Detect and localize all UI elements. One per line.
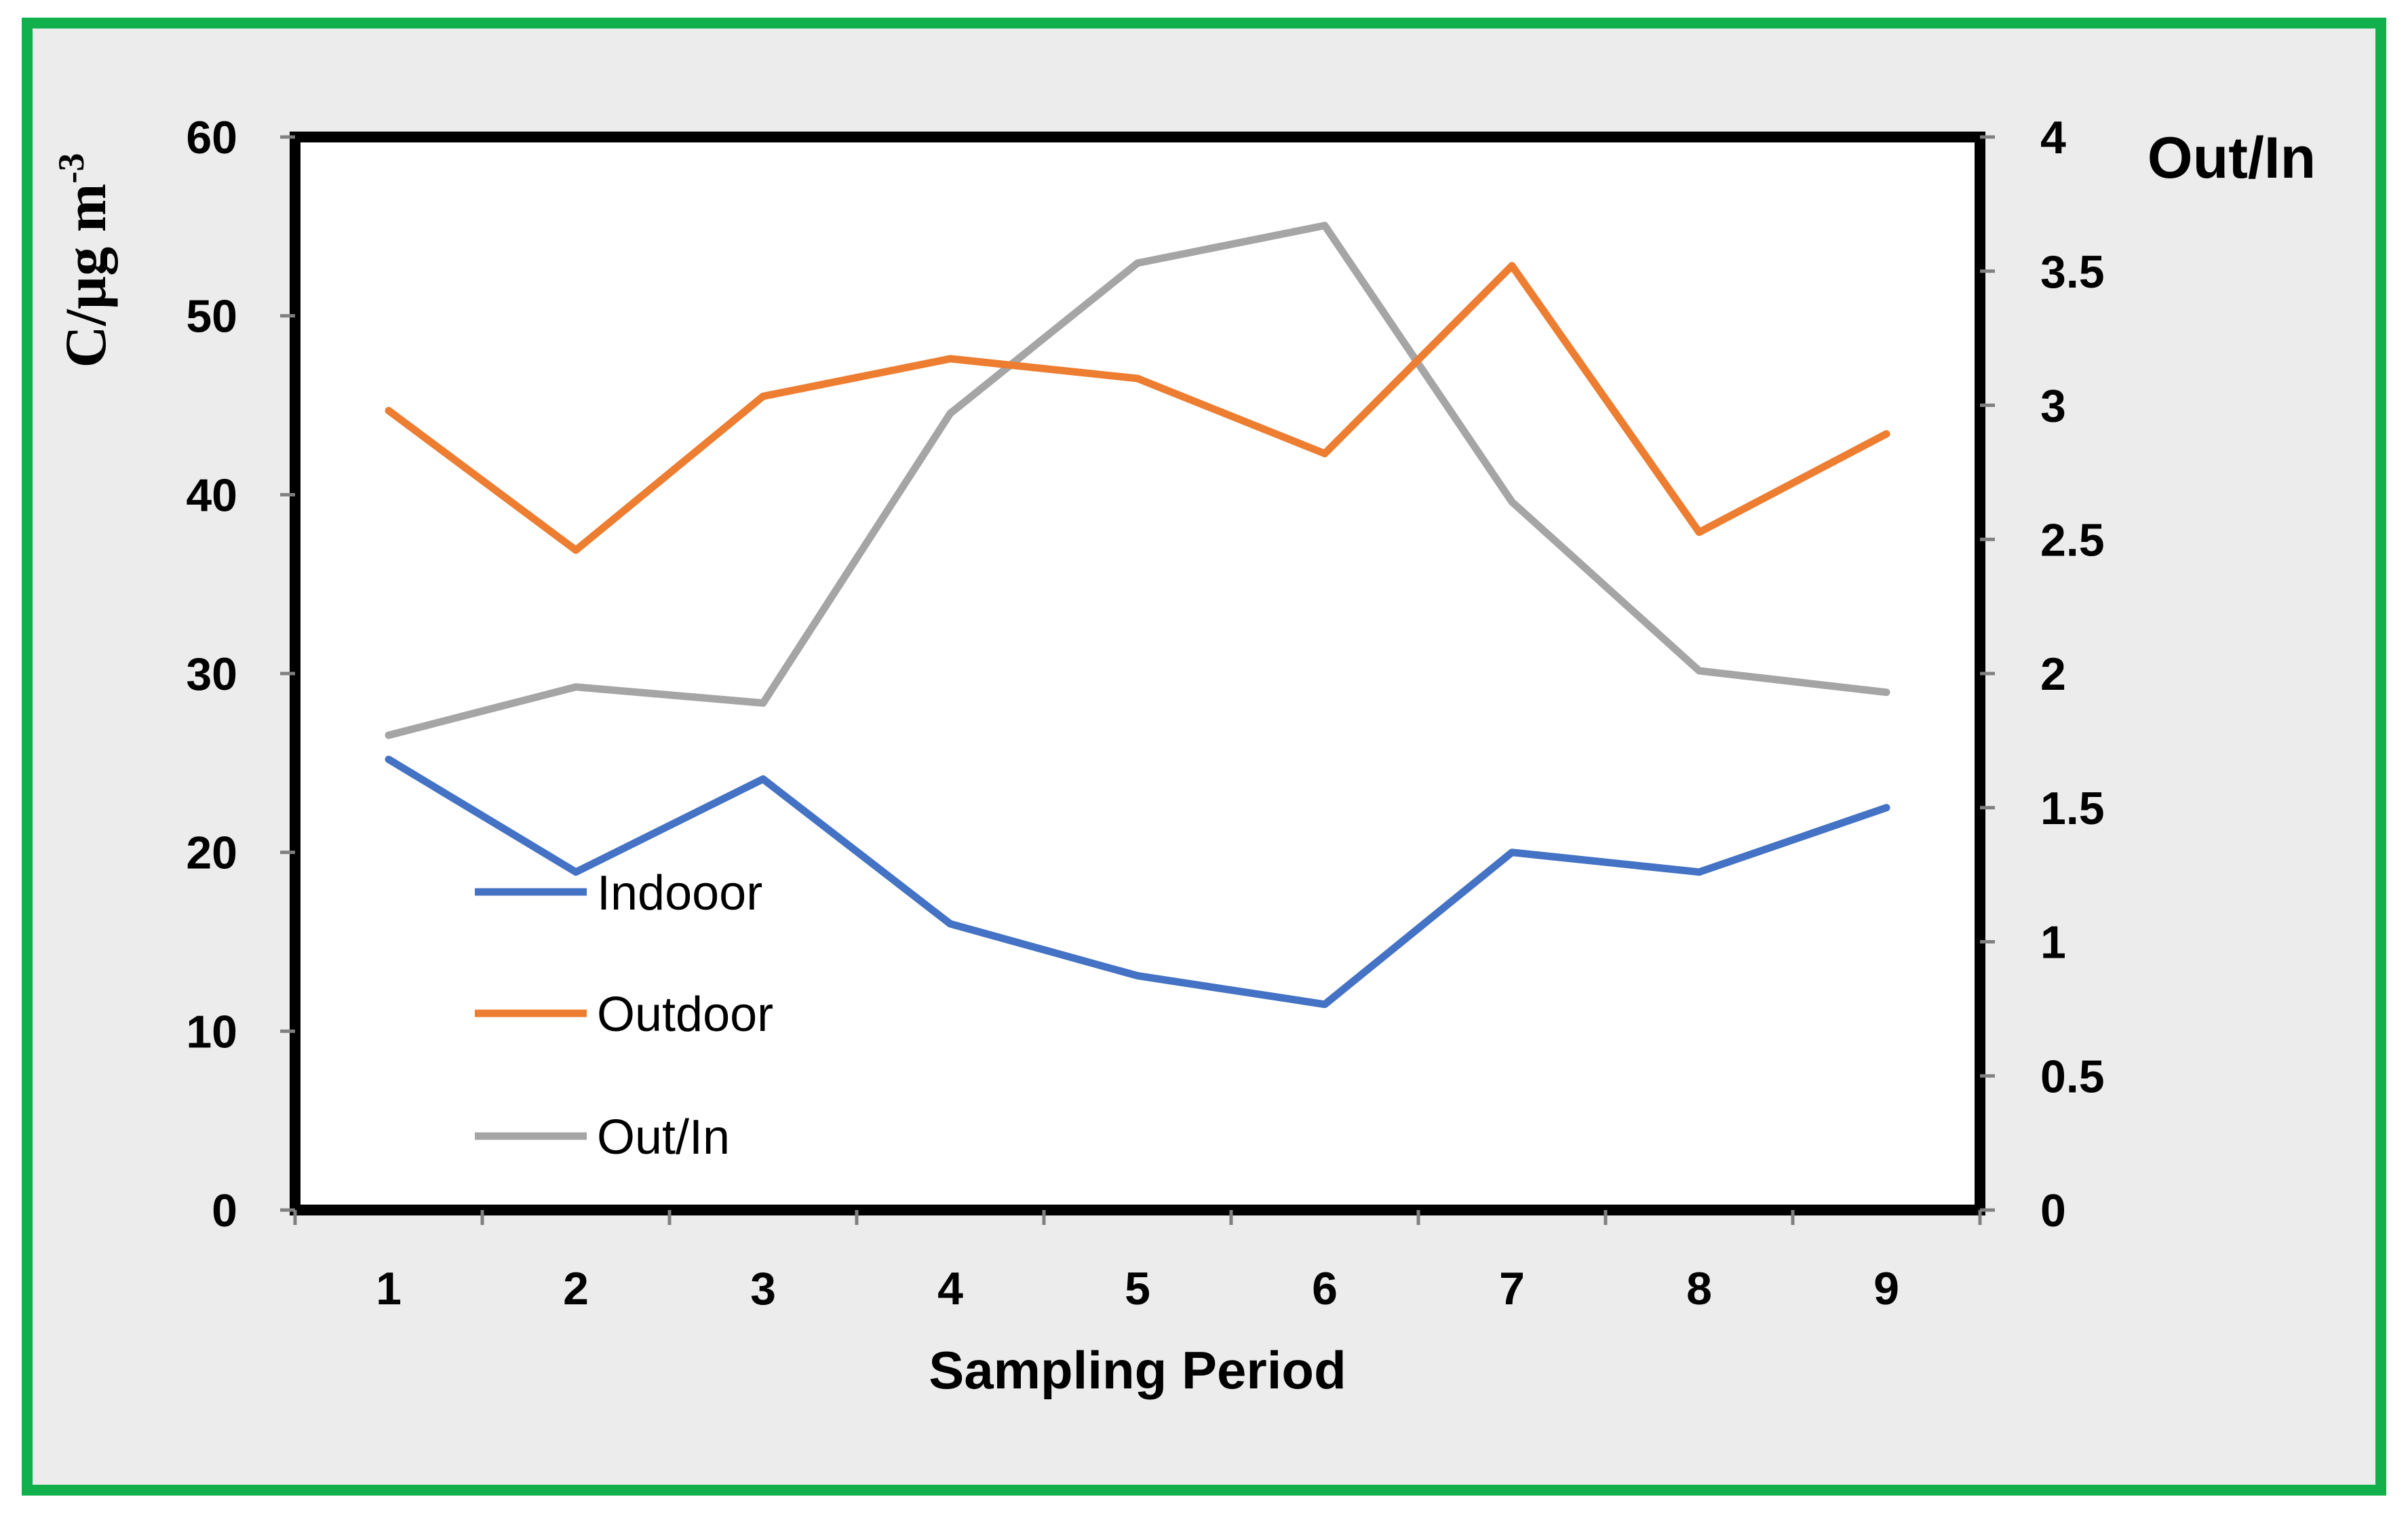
- series-line-outdoor: [385, 262, 1890, 554]
- right-y-tick-label: 1.5: [2040, 783, 2105, 834]
- data-point: [1886, 807, 1887, 808]
- right-y-tick-label: 0: [2040, 1185, 2066, 1236]
- x-tick-label: 2: [563, 1263, 589, 1314]
- legend-label: Outdoor: [597, 988, 773, 1042]
- left-y-tick-label: 20: [186, 827, 237, 879]
- data-point: [763, 396, 764, 397]
- data-point: [950, 358, 951, 359]
- data-point: [950, 413, 951, 414]
- x-tick-label: 6: [1312, 1263, 1338, 1314]
- x-tick-label: 8: [1686, 1263, 1712, 1314]
- data-point: [1512, 265, 1513, 266]
- series-line-out-in: [385, 222, 1890, 739]
- x-axis-title: Sampling Period: [929, 1340, 1346, 1400]
- left-y-tick-label: 30: [186, 648, 237, 700]
- x-tick-label: 9: [1873, 1263, 1899, 1314]
- legend-label: Out/In: [597, 1110, 730, 1165]
- data-point: [1886, 433, 1887, 434]
- left-y-tick-label: 50: [186, 291, 237, 343]
- left-y-axis-title: C/µg m-3: [51, 153, 118, 368]
- right-y-tick-label: 3: [2040, 381, 2066, 432]
- right-y-axis-title: Out/In: [2148, 125, 2316, 191]
- legend-label: Indooor: [597, 866, 762, 920]
- data-point: [1512, 852, 1513, 853]
- x-tick-label: 7: [1499, 1263, 1525, 1314]
- right-y-tick-label: 4: [2040, 112, 2066, 163]
- series-line-indooor: [385, 756, 1890, 1009]
- right-y-tick-label: 2: [2040, 648, 2066, 700]
- right-y-tick-label: 0.5: [2040, 1051, 2105, 1102]
- series-lines: [385, 222, 1890, 1009]
- left-y-tick-label: 0: [212, 1185, 237, 1236]
- right-y-tick-label: 3.5: [2040, 246, 2105, 298]
- data-point: [1886, 692, 1887, 693]
- data-point: [576, 550, 577, 551]
- left-y-axis-title-superscript: -3: [51, 153, 92, 184]
- left-y-tick-label: 10: [186, 1006, 237, 1057]
- left-y-tick-label: 60: [186, 112, 237, 163]
- right-y-tick-label: 1: [2040, 917, 2066, 969]
- left-y-axis-title-main: C/µg m: [53, 184, 118, 368]
- data-point: [1512, 501, 1513, 502]
- x-tick-label: 5: [1125, 1263, 1150, 1314]
- legend: Indooor Outdoor Out/In: [475, 866, 773, 1165]
- data-point: [576, 686, 577, 687]
- right-y-tick-label: 2.5: [2040, 514, 2105, 566]
- x-tick-label: 3: [750, 1263, 776, 1314]
- x-tick-label: 1: [376, 1263, 402, 1314]
- x-tick-label: 4: [937, 1263, 963, 1314]
- axis-ticks: 0 10 20 30 40 50 60 0 0.5 1 1.5 2 2.5 3 3.5 4 1 2 3 4 5 6 7 8 9: [186, 112, 2104, 1314]
- left-y-tick-label: 40: [186, 469, 237, 521]
